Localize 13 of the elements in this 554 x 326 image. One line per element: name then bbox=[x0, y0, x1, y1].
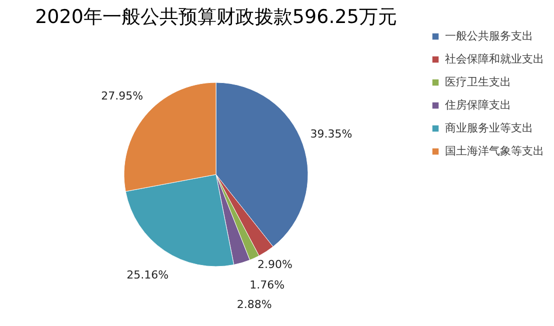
data-label: 27.95% bbox=[101, 90, 144, 103]
legend-label: 社会保障和就业支出 bbox=[445, 52, 544, 66]
legend-label: 国土海洋气象等支出 bbox=[445, 144, 544, 158]
data-label: 25.16% bbox=[126, 268, 169, 282]
legend-label: 一般公共服务支出 bbox=[445, 30, 533, 42]
legend-label: 医疗卫生支出 bbox=[445, 76, 511, 88]
data-label: 39.35% bbox=[310, 127, 352, 140]
data-label: 1.76% bbox=[250, 278, 285, 292]
legend-label: 商业服务业等支出 bbox=[445, 122, 533, 134]
data-label: 2.90% bbox=[258, 258, 292, 271]
legend-label: 住房保障支出 bbox=[445, 98, 511, 112]
chart-title: 2020年一般公共预算财政拨款596.25万元 bbox=[35, 6, 397, 28]
data-label: 2.88% bbox=[236, 298, 272, 311]
